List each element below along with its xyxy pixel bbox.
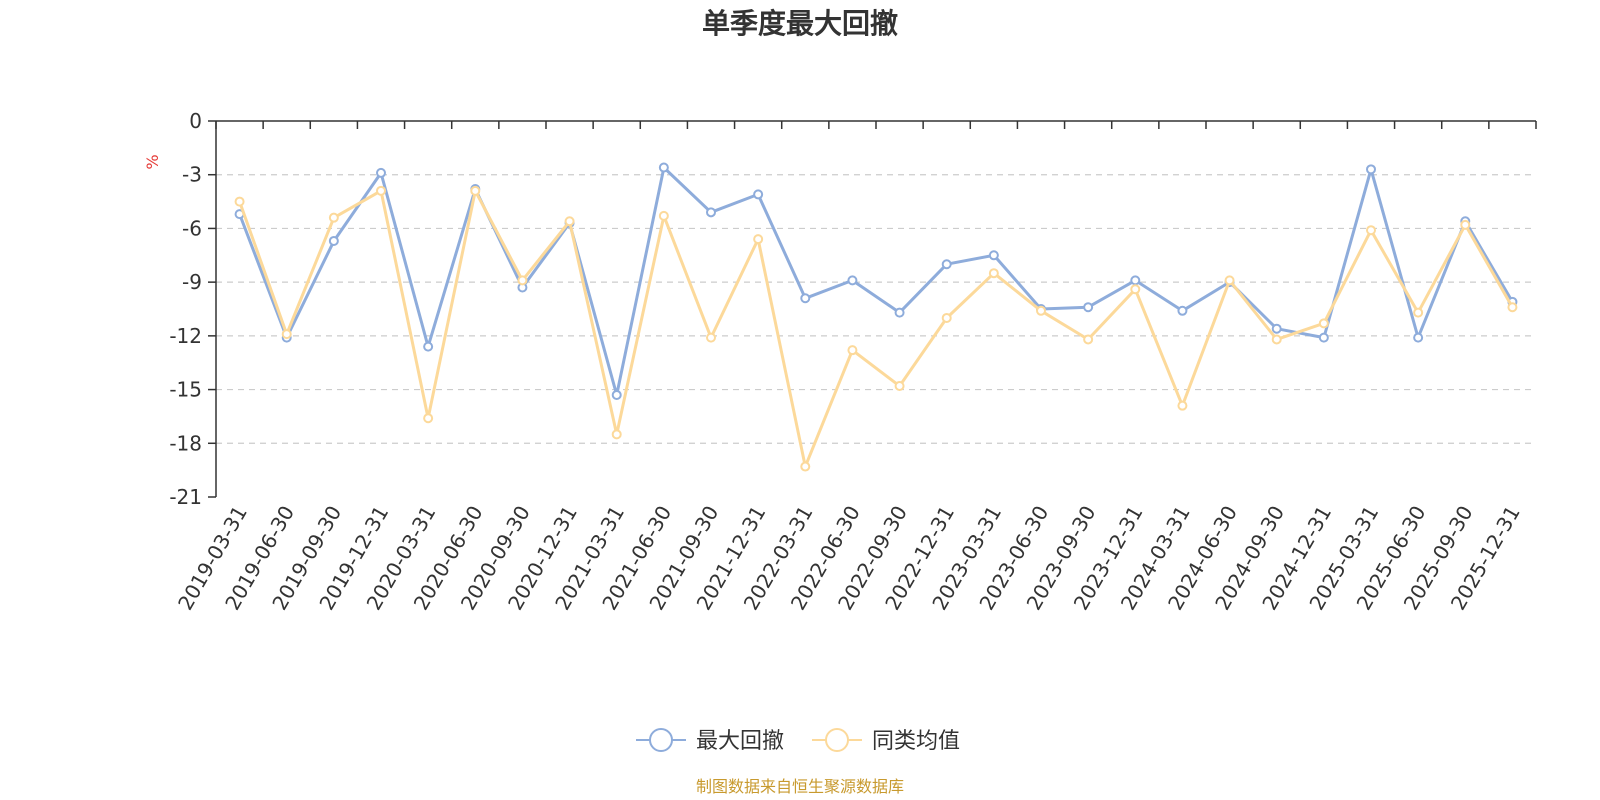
data-point[interactable] (564, 216, 575, 227)
series-2 (234, 185, 1518, 472)
data-point[interactable] (1177, 400, 1188, 411)
data-point[interactable] (376, 185, 386, 196)
legend-item-1[interactable]: 最大回撤 (636, 728, 784, 754)
series-layer (234, 162, 1518, 472)
data-point[interactable] (611, 429, 622, 440)
legend-label: 最大回撤 (696, 729, 784, 754)
series-line (238, 189, 1514, 469)
data-point[interactable] (800, 461, 811, 472)
legend-label: 同类均值 (872, 729, 960, 754)
data-point[interactable] (376, 167, 386, 178)
data-point[interactable] (847, 275, 858, 286)
y-tick-label: -21 (169, 485, 202, 509)
data-point[interactable] (1130, 275, 1141, 286)
legend-swatch-marker (825, 728, 849, 752)
data-point[interactable] (1318, 318, 1329, 329)
y-axis-unit: % (143, 154, 162, 169)
source-note: 制图数据来自恒生聚源数据库 (696, 777, 904, 796)
data-point[interactable] (1177, 305, 1188, 316)
legend-swatch-marker (649, 728, 673, 752)
y-tick-label: -3 (182, 163, 202, 187)
axes (215, 120, 1536, 497)
data-point[interactable] (1366, 225, 1376, 236)
series-1 (234, 162, 1518, 400)
data-point[interactable] (423, 413, 434, 424)
data-point[interactable] (753, 234, 764, 245)
data-point[interactable] (328, 212, 339, 223)
data-point[interactable] (894, 307, 905, 318)
series-line (238, 166, 1514, 397)
y-axis-ticks: 0 -3 -6 -9 -12 -15 -18 -21 (169, 109, 216, 509)
x-axis-ticks: 2019-03-312019-06-302019-09-302019-12-31… (173, 121, 1537, 614)
data-point[interactable] (1083, 302, 1094, 313)
data-point[interactable] (470, 185, 481, 196)
data-point[interactable] (1083, 334, 1094, 345)
data-point[interactable] (1413, 332, 1424, 343)
data-point[interactable] (1460, 219, 1471, 230)
data-point[interactable] (800, 293, 811, 304)
data-point[interactable] (234, 196, 245, 207)
data-point[interactable] (847, 345, 858, 356)
legend-item-2[interactable]: 同类均值 (812, 728, 960, 754)
data-point[interactable] (941, 259, 952, 270)
data-point[interactable] (658, 210, 669, 221)
data-point[interactable] (658, 162, 669, 173)
y-tick-label: -18 (169, 431, 202, 455)
data-point[interactable] (328, 235, 339, 246)
data-point[interactable] (1318, 332, 1329, 343)
data-point[interactable] (1413, 307, 1424, 318)
grid-lines (216, 174, 1536, 444)
data-point[interactable] (1130, 284, 1141, 295)
data-point[interactable] (423, 341, 434, 352)
data-point[interactable] (988, 250, 999, 261)
data-point[interactable] (941, 312, 952, 323)
data-point[interactable] (753, 189, 764, 200)
y-tick-label: -6 (182, 216, 202, 240)
data-point[interactable] (281, 329, 292, 340)
data-point[interactable] (517, 275, 528, 286)
data-point[interactable] (894, 380, 905, 391)
data-point[interactable] (1271, 323, 1282, 334)
data-point[interactable] (1036, 305, 1046, 316)
data-point[interactable] (706, 207, 716, 218)
legend: 最大回撤 同类均值 (636, 728, 960, 754)
y-tick-label: -9 (182, 270, 202, 294)
y-tick-label: -12 (169, 324, 202, 348)
data-point[interactable] (611, 389, 622, 400)
data-point[interactable] (1271, 334, 1282, 345)
data-point[interactable] (1366, 164, 1376, 175)
y-tick-label: 0 (189, 109, 202, 133)
y-tick-label: -15 (169, 378, 202, 402)
chart-title: 单季度最大回撤 (702, 7, 898, 40)
data-point[interactable] (988, 268, 999, 279)
data-point[interactable] (706, 332, 716, 343)
data-point[interactable] (1507, 302, 1518, 313)
data-point[interactable] (1224, 275, 1235, 286)
